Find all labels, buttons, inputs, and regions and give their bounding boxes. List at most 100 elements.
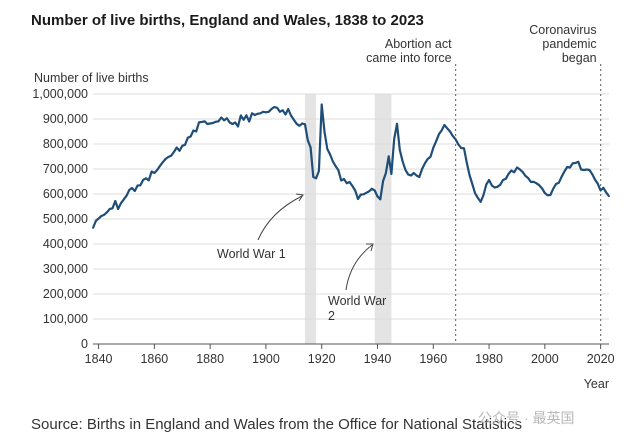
births-series-line [91,103,610,229]
x-tick-label: 1940 [364,352,392,366]
x-tick-label: 1920 [308,352,336,366]
data-point [457,143,460,146]
event-label-2: began [562,51,597,65]
data-point [429,155,432,158]
ww2-label-line2: 2 [328,309,335,323]
data-point [214,120,217,123]
data-point [133,190,136,192]
data-point [92,227,94,229]
data-point [446,127,449,130]
data-point [557,181,560,184]
data-point [424,162,426,165]
data-point [516,166,518,169]
data-point [142,178,145,181]
data-point [493,186,496,189]
data-point [248,120,251,123]
y-axis-label: Number of live births [34,71,149,85]
data-point [239,114,242,117]
y-tick-label: 600,000 [43,187,88,201]
data-point [304,123,306,126]
data-point [97,217,100,220]
data-point [139,184,142,187]
data-point [111,207,114,210]
data-point [337,169,340,172]
data-point [198,121,200,124]
data-point [468,174,471,176]
data-point [242,118,245,121]
y-tick-label: 700,000 [43,162,88,176]
data-point [153,172,156,174]
data-point [530,181,532,183]
data-point [200,121,203,123]
data-point [217,120,220,123]
data-point [490,184,493,187]
data-point [382,180,384,182]
data-point [290,114,292,117]
data-point [465,161,468,164]
gridlines [93,93,609,345]
data-point [175,146,178,149]
data-point [178,149,181,152]
data-point [276,106,278,109]
annotations: World War 1 World War 2 [217,193,386,323]
data-point [318,170,320,172]
data-point [354,189,357,192]
data-point [128,189,131,191]
event-label-1: came into force [366,51,452,65]
data-point [195,130,198,133]
data-point [267,110,270,113]
data-point [284,113,287,116]
data-point [563,170,566,173]
x-tick-label: 1980 [475,352,503,366]
data-point [315,177,318,180]
data-point [94,220,97,222]
data-point [549,194,552,196]
data-point [477,197,479,199]
data-point [278,110,281,113]
data-point [507,172,510,175]
y-tick-label: 200,000 [43,287,88,301]
data-point [186,136,189,139]
event-label-2: pandemic [542,37,596,51]
data-point [231,123,234,125]
x-tick-label: 1960 [419,352,447,366]
y-tick-label: 500,000 [43,212,88,226]
data-point [340,179,343,182]
data-point [309,146,312,149]
data-point [273,106,276,108]
data-point [320,103,323,106]
data-point [569,166,571,169]
data-point [580,168,583,171]
data-point [172,151,175,153]
data-point [379,198,382,201]
data-point [496,185,499,188]
y-tick-label: 100,000 [43,312,88,326]
data-point [270,108,273,110]
ww2-arrowhead [366,243,374,252]
data-point [351,185,354,187]
data-point [443,124,446,126]
data-point [398,149,401,151]
data-point [295,122,298,125]
data-point [368,190,371,193]
data-point [454,138,457,141]
data-point [343,178,345,180]
data-point [437,133,440,136]
data-point [326,148,329,150]
ww2-label-line1: World War [328,294,386,308]
x-tick-label: 1840 [85,352,113,366]
data-point [253,114,256,116]
data-point [156,169,159,171]
data-point [359,193,362,196]
data-point [396,122,398,125]
data-point [588,169,591,171]
data-point [401,160,404,163]
data-point [136,184,139,187]
data-point [181,144,184,147]
data-point [125,194,128,197]
data-point [265,111,267,114]
y-tick-label: 0 [81,337,88,351]
data-point [159,165,161,167]
data-point [460,147,463,149]
data-point [334,165,337,168]
